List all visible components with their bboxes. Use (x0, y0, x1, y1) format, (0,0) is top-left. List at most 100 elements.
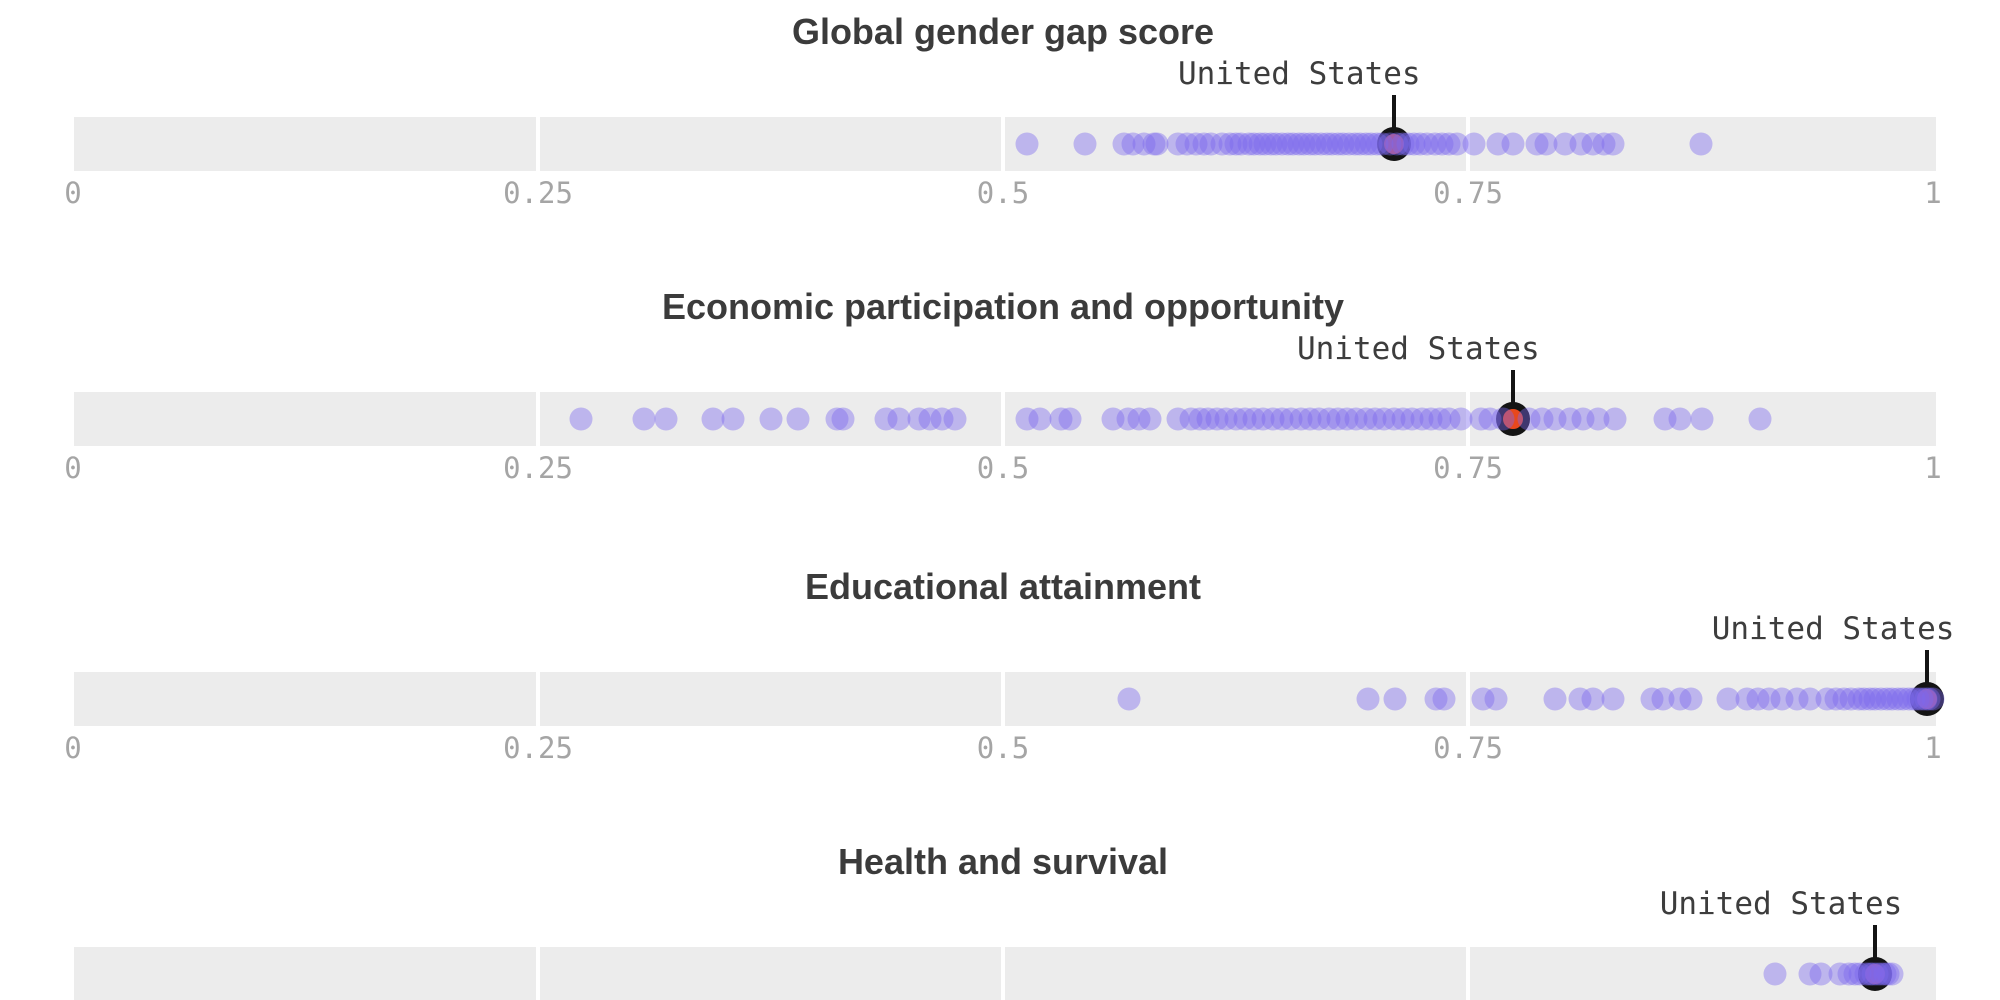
x-axis-tick-label: 1 (1924, 176, 1942, 210)
country-data-point (1891, 687, 1915, 711)
country-data-point (1166, 407, 1190, 431)
country-data-point (1242, 407, 1266, 431)
country-data-point (1218, 132, 1242, 156)
x-axis-tick-label: 0 (64, 176, 82, 210)
x-axis-tick-label: 0.5 (976, 176, 1030, 210)
country-data-point (759, 407, 782, 431)
country-data-point (1253, 132, 1277, 156)
country-data-point (1117, 687, 1141, 711)
us-data-point (1858, 957, 1893, 991)
country-data-point (1363, 407, 1387, 431)
annotation-country-label: United States (1659, 886, 1903, 922)
country-data-point (1224, 407, 1247, 431)
country-data-point (1331, 132, 1355, 156)
country-data-point (1668, 407, 1692, 431)
country-data-point (1192, 132, 1216, 156)
country-data-point (721, 407, 745, 431)
country-data-point (1837, 962, 1861, 986)
country-data-point (1179, 407, 1203, 431)
chart-title: Educational attainment (804, 566, 1202, 607)
country-data-point (1921, 687, 1945, 711)
country-data-point (786, 407, 810, 431)
country-data-point (1746, 687, 1770, 711)
country-data-point (1824, 687, 1848, 711)
country-data-point (907, 407, 931, 431)
country-data-point (1370, 132, 1394, 156)
country-data-point (1917, 687, 1941, 711)
country-data-point (1553, 132, 1577, 156)
country-data-point (1603, 407, 1627, 431)
country-data-point (1592, 132, 1616, 156)
x-axis-tick-label: 0.75 (1433, 451, 1503, 485)
gridline (536, 117, 540, 171)
x-axis-tick-label: 0.5 (976, 451, 1030, 485)
country-data-point (1196, 407, 1220, 431)
country-data-point (1517, 407, 1541, 431)
country-data-point (1828, 962, 1852, 986)
country-data-point (1854, 962, 1878, 986)
annotation-stem-line (1391, 95, 1396, 144)
country-data-point (1839, 687, 1863, 711)
country-data-point (1653, 407, 1677, 431)
country-data-point (1809, 962, 1833, 986)
country-data-point (1501, 132, 1525, 156)
country-data-point (1679, 687, 1703, 711)
country-data-point (1337, 132, 1361, 156)
country-data-point (1015, 407, 1039, 431)
country-data-point (1748, 407, 1772, 431)
x-axis-tick-label: 0.75 (1433, 176, 1503, 210)
country-data-point (1400, 407, 1424, 431)
country-data-point (1763, 962, 1787, 986)
country-data-point (1396, 132, 1420, 156)
x-axis-tick-label: 0.5 (976, 731, 1030, 765)
country-data-point (1832, 687, 1856, 711)
country-data-point (1224, 132, 1247, 156)
country-data-point (1415, 132, 1439, 156)
country-data-point (1199, 132, 1223, 156)
country-data-point (1534, 132, 1558, 156)
x-axis-tick-label: 0.75 (1433, 731, 1503, 765)
country-data-point (1478, 407, 1502, 431)
country-data-point (1391, 132, 1415, 156)
country-data-point (1166, 132, 1190, 156)
country-data-point (1292, 132, 1316, 156)
country-data-point (1298, 132, 1322, 156)
country-data-point (930, 407, 954, 431)
country-data-point (1601, 687, 1625, 711)
country-data-point (569, 407, 593, 431)
gridline (536, 672, 540, 726)
gridline (1001, 392, 1005, 446)
country-data-point (1601, 132, 1625, 156)
country-data-point (1848, 962, 1872, 986)
country-data-point (1886, 687, 1910, 711)
country-data-point (1571, 407, 1595, 431)
gridline (1001, 117, 1005, 171)
country-data-point (1424, 687, 1448, 711)
country-data-point (1861, 962, 1885, 986)
annotation-stem-line (1925, 650, 1930, 699)
annotation-country-label: United States (1296, 331, 1540, 367)
country-data-point (1344, 407, 1368, 431)
country-data-point (1530, 407, 1554, 431)
country-data-point (1543, 687, 1567, 711)
country-data-point (1326, 407, 1350, 431)
annotation-stem-line (1873, 925, 1878, 974)
country-data-point (1581, 132, 1605, 156)
country-data-point (1343, 132, 1367, 156)
country-data-point (1445, 132, 1469, 156)
country-data-point (1326, 132, 1350, 156)
country-data-point (1408, 132, 1432, 156)
country-data-point (1356, 687, 1380, 711)
country-data-point (1858, 962, 1882, 986)
country-data-point (1449, 407, 1473, 431)
country-data-point (1354, 132, 1378, 156)
annotation-stem-line (1510, 370, 1515, 419)
country-data-point (1815, 687, 1839, 711)
country-data-point (1365, 132, 1389, 156)
country-data-point (1298, 407, 1322, 431)
country-data-point (1757, 687, 1781, 711)
country-data-point (1858, 687, 1882, 711)
country-data-point (1543, 407, 1567, 431)
country-data-point (654, 407, 678, 431)
